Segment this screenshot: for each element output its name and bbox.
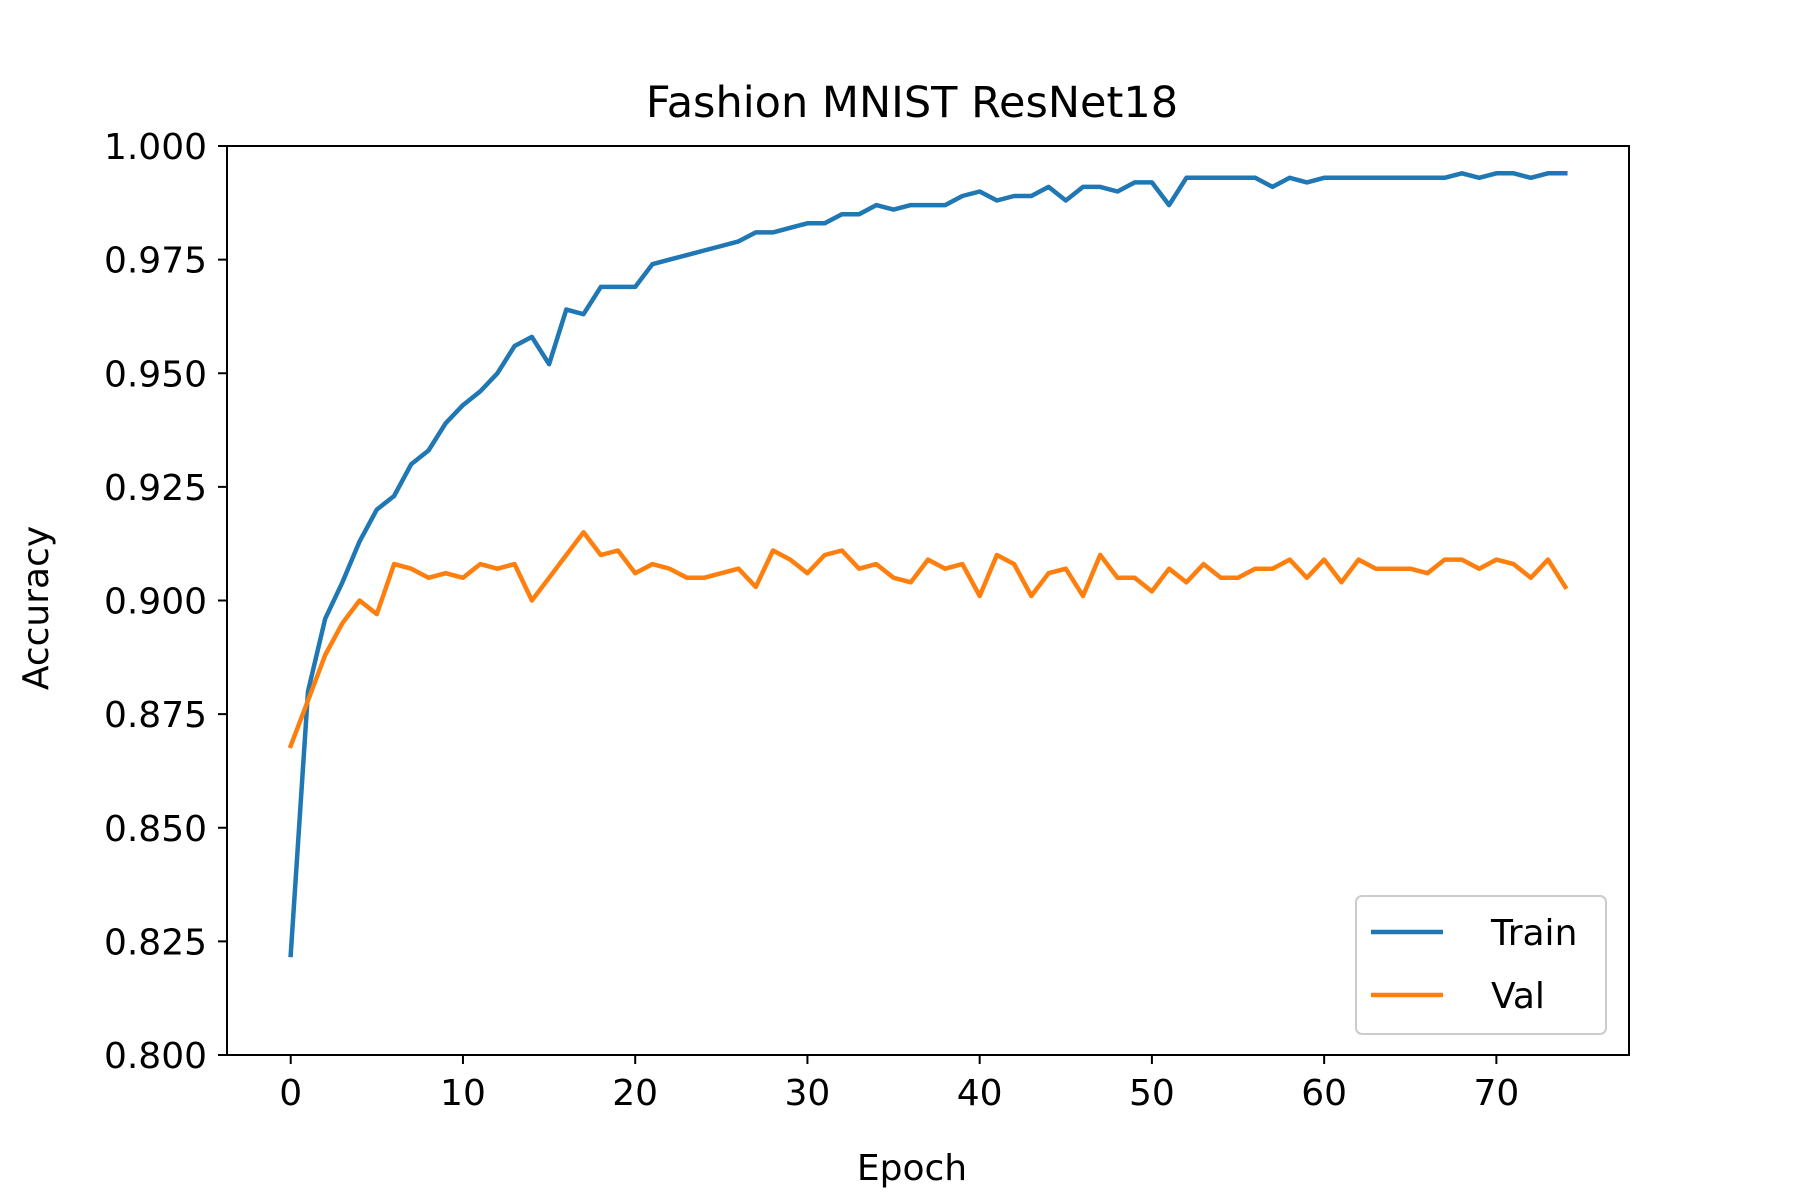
x-tick-label: 30	[785, 1073, 831, 1114]
x-tick-label: 60	[1301, 1073, 1347, 1114]
x-tick-label: 70	[1473, 1073, 1519, 1114]
y-axis: 0.800 0.825 0.850 0.875 0.900 0.925 0.950 0.975…	[104, 127, 227, 1077]
x-axis: 0 10 20 30 40 50 60 70	[279, 1055, 1519, 1114]
y-tick-label: 0.950	[104, 354, 207, 395]
x-tick-label: 10	[440, 1073, 486, 1114]
x-tick-label: 40	[957, 1073, 1003, 1114]
y-tick-label: 0.800	[104, 1036, 207, 1077]
series-line-train	[288, 171, 1568, 958]
series-line-val	[287, 530, 1569, 749]
legend: Train Val	[1355, 895, 1607, 1035]
y-tick-label: 0.975	[104, 241, 207, 282]
x-axis-label: Epoch	[857, 1148, 967, 1189]
x-tick-label: 20	[612, 1073, 658, 1114]
series-layer	[287, 171, 1569, 958]
y-tick-label: 1.000	[104, 127, 207, 168]
y-tick-label: 0.900	[104, 582, 207, 623]
y-tick-label: 0.850	[104, 809, 207, 850]
legend-label-train: Train	[1490, 913, 1577, 954]
y-tick-label: 0.925	[104, 468, 207, 509]
y-tick-label: 0.825	[104, 922, 207, 963]
x-tick-label: 50	[1129, 1073, 1175, 1114]
chart-title: Fashion MNIST ResNet18	[646, 78, 1178, 128]
legend-label-val: Val	[1491, 976, 1545, 1017]
y-tick-label: 0.875	[104, 695, 207, 736]
y-axis-label: Accuracy	[16, 526, 57, 690]
x-tick-label: 0	[279, 1073, 302, 1114]
